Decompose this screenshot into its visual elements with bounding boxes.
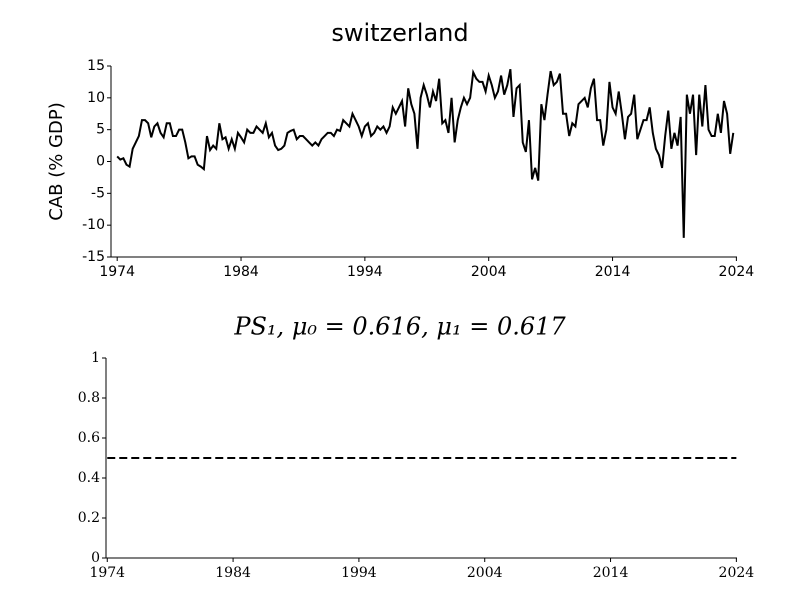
y-tick-label: -15 [82,249,105,265]
x-tick-label: 2014 [595,264,631,280]
x-tick-label: 1974 [89,565,125,581]
y-tick-label: 1 [91,350,100,366]
y-tick-label: 0 [91,550,100,566]
x-tick-label: 1994 [341,565,377,581]
x-tick-label: 2004 [467,565,503,581]
x-tick-label: 1984 [223,264,259,280]
chart-title: PS₁, μ₀ = 0.616, μ₁ = 0.617 [233,313,566,341]
y-axis-label: CAB (% GDP) [46,102,67,221]
x-tick-label: 1974 [99,264,135,280]
chart-title: switzerland [331,19,468,47]
x-tick-label: 2024 [719,264,755,280]
x-tick-label: 2004 [471,264,507,280]
data-line [116,68,735,238]
y-tick-label: 0.6 [78,430,100,446]
bottom-panel: PS₁, μ₀ = 0.616, μ₁ = 0.617 0 0.2 0.4 0.6 0.8… [78,313,755,582]
y-tick-label: -5 [91,185,105,201]
y-tick-label: 0.8 [78,390,100,406]
x-tick-label: 2024 [719,565,755,581]
y-tick-label: 10 [87,90,105,106]
y-tick-label: 15 [87,58,105,74]
x-tick-label: 2014 [593,565,629,581]
y-tick-label: 0.4 [78,470,100,486]
y-tick-label: 0.2 [78,510,100,526]
y-tick-label: -10 [82,217,105,233]
top-panel: switzerland CAB (% GDP) -15 -10 -5 0 5 10 15 1974… [46,19,754,280]
y-tick-label: 0 [96,154,105,170]
y-tick-label: 5 [96,122,105,138]
x-tick-label: 1984 [215,565,251,581]
x-tick-label: 1994 [347,264,383,280]
